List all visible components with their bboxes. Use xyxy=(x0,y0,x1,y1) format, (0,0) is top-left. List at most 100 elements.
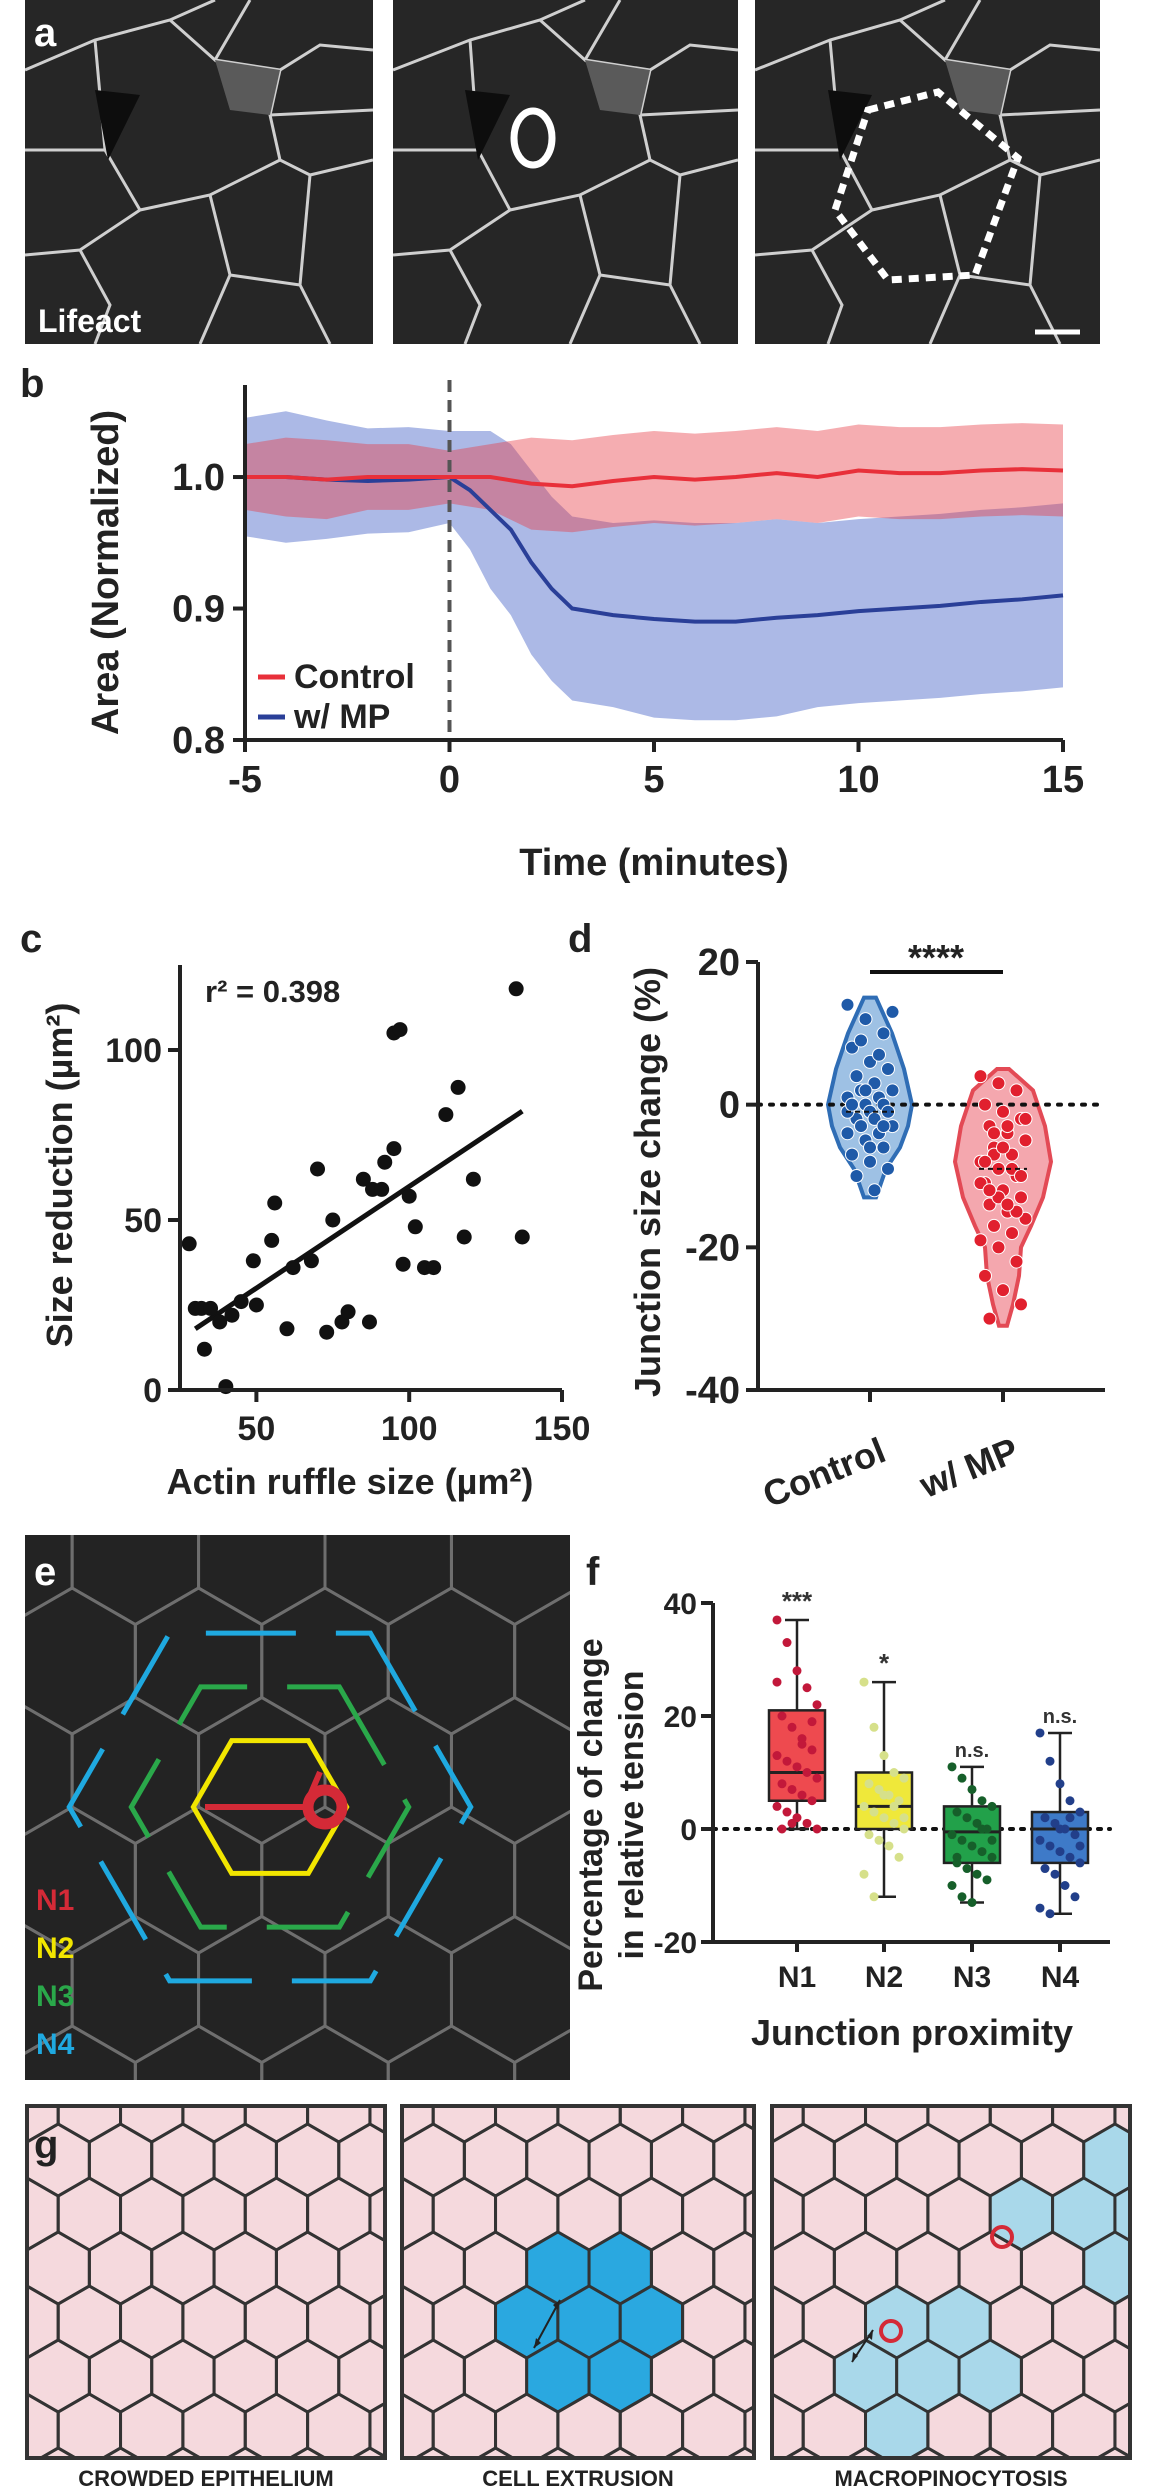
data-point xyxy=(977,1796,987,1806)
data-point xyxy=(1018,1111,1033,1126)
cell-extrusion-frame xyxy=(400,2104,756,2460)
chart-b: -5 0 5 10 15 0.8 0.9 1.0 Time (minutes) Area (Nor… xyxy=(85,380,1084,884)
x-axis-label: Time (minutes) xyxy=(519,842,789,884)
hex-cell xyxy=(1146,2232,1161,2304)
data-point xyxy=(952,1807,962,1817)
data-point xyxy=(438,1107,454,1123)
y-tick-label: 20 xyxy=(664,1701,697,1734)
data-point xyxy=(879,1813,889,1823)
data-point xyxy=(967,1897,977,1907)
hex-cell xyxy=(651,2016,713,2088)
data-point xyxy=(957,1892,967,1902)
significance-label: *** xyxy=(782,1586,813,1616)
data-point xyxy=(876,1119,891,1134)
ruffle-marker-2 xyxy=(879,2319,903,2343)
data-point xyxy=(802,1818,812,1828)
data-point xyxy=(181,1236,197,1252)
data-point xyxy=(772,1751,782,1761)
hex-cell xyxy=(0,1369,9,1515)
chart-c: 50 100 150 0 50 100 r² = 0.398 Actin ruffle siz… xyxy=(39,965,590,1502)
significance-label: n.s. xyxy=(1043,1706,1077,1728)
y-tick-label: 0 xyxy=(143,1372,162,1410)
hex-cell xyxy=(0,2448,27,2492)
data-point xyxy=(212,1314,228,1330)
data-point xyxy=(797,1739,807,1749)
data-point xyxy=(876,1140,891,1155)
data-point xyxy=(859,1677,869,1687)
y-tick-label: 0 xyxy=(719,1085,740,1127)
data-point xyxy=(325,1212,341,1228)
hex-cell xyxy=(27,2248,29,2288)
data-point xyxy=(982,1311,997,1326)
data-point xyxy=(1075,1858,1085,1868)
data-point xyxy=(996,1104,1010,1119)
data-point xyxy=(787,1722,797,1732)
data-point xyxy=(426,1260,442,1276)
data-point xyxy=(1018,1133,1033,1148)
hex-cell xyxy=(641,1588,767,1734)
data-point xyxy=(285,1260,301,1276)
data-point xyxy=(845,1147,859,1162)
hex-cell xyxy=(9,1369,135,1515)
panel-b: b -5 0 5 10 15 0.8 0.9 1.0 Time (minutes) Area (N… xyxy=(20,362,1084,884)
data-point xyxy=(264,1232,280,1248)
legend-label-mp: w/ MP xyxy=(293,698,390,736)
stain-label: Lifeact xyxy=(38,303,141,339)
data-point xyxy=(245,1253,261,1269)
hex-cell xyxy=(368,2401,385,2458)
series-line-mp xyxy=(245,474,1064,624)
data-point xyxy=(1035,1903,1045,1913)
data-point xyxy=(879,1751,889,1761)
data-point xyxy=(355,1171,371,1187)
data-point xyxy=(987,1852,997,1862)
y-axis-label: Junction size change (%) xyxy=(627,967,668,1397)
panel-e: e N1 N2 N3 N4 xyxy=(0,1369,767,2080)
x-category-label: w/ MP xyxy=(913,1429,1024,1506)
data-point xyxy=(782,1638,792,1648)
x-tick-label: 10 xyxy=(837,759,879,801)
data-point xyxy=(1045,1841,1055,1851)
data-point xyxy=(1075,1841,1085,1851)
hex-cell xyxy=(0,1588,9,1734)
data-point xyxy=(996,1140,1010,1155)
legend-n3: N3 xyxy=(36,1980,74,2013)
data-point xyxy=(972,1869,982,1879)
data-point xyxy=(982,1183,997,1198)
data-point xyxy=(1055,1847,1065,1857)
data-point xyxy=(876,1026,891,1041)
data-point xyxy=(874,1835,884,1845)
data-point xyxy=(456,1229,472,1245)
hex-cell xyxy=(1084,2016,1146,2088)
hex-cell xyxy=(27,2356,29,2396)
data-point xyxy=(962,1813,972,1823)
y-tick-label: 50 xyxy=(124,1202,162,1240)
legend-n4: N4 xyxy=(36,2028,75,2061)
data-point xyxy=(863,1140,877,1155)
hex-cell xyxy=(513,1809,570,1951)
data-point xyxy=(858,1012,873,1027)
data-point xyxy=(952,1852,962,1862)
hex-cell xyxy=(513,2028,570,2080)
data-point xyxy=(879,1790,889,1800)
data-point xyxy=(849,1169,864,1183)
micrograph-3 xyxy=(755,0,1100,344)
x-axis-label: Actin ruffle size (µm²) xyxy=(167,1461,534,1502)
data-point xyxy=(1000,1119,1015,1134)
data-point xyxy=(889,1801,899,1811)
data-point xyxy=(854,1119,868,1134)
data-point xyxy=(977,1824,987,1834)
title-crowded-epithelium: CROWDED EPITHELIUM xyxy=(78,2466,333,2491)
data-point xyxy=(947,1830,957,1840)
data-point xyxy=(977,1847,987,1857)
x-tick-label: 150 xyxy=(534,1410,591,1448)
data-point xyxy=(996,1283,1010,1298)
y-axis-label-line2: in relative tension xyxy=(613,1670,651,1959)
data-point xyxy=(1009,1254,1024,1269)
data-point xyxy=(407,1219,423,1235)
hex-cell xyxy=(27,2140,29,2180)
data-point xyxy=(962,1864,972,1874)
data-point xyxy=(310,1161,326,1177)
data-point xyxy=(973,1233,988,1248)
micrograph-1 xyxy=(25,0,373,344)
